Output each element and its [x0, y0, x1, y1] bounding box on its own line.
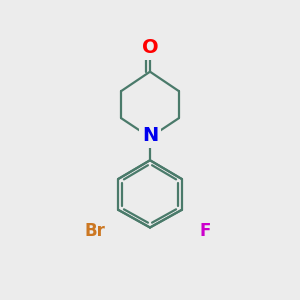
Text: N: N [142, 126, 158, 145]
Text: O: O [142, 38, 158, 57]
Text: F: F [200, 222, 211, 240]
Text: Br: Br [84, 222, 105, 240]
